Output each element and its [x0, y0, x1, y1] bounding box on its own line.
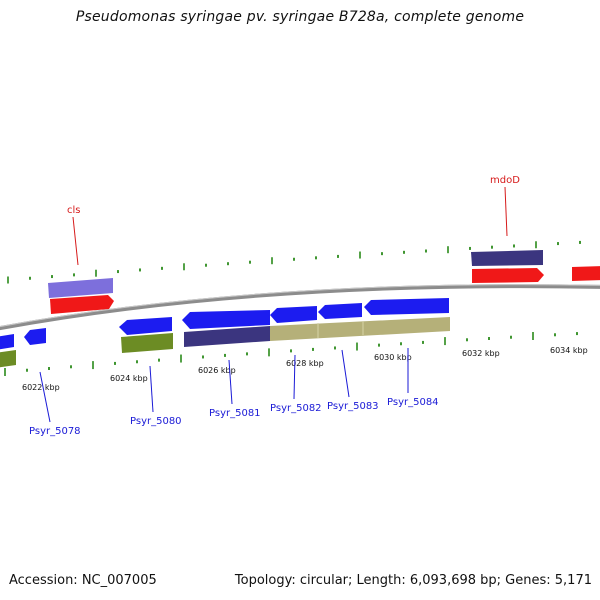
gene-label-mdoD[interactable]: mdoD: [490, 175, 520, 186]
gene-psyr5083-arrow[interactable]: [318, 303, 362, 319]
gene-psyr5082-arrow[interactable]: [270, 306, 317, 323]
gene-label-psyr5080[interactable]: Psyr_5080: [130, 416, 182, 427]
leader-cls: [72, 216, 79, 266]
gene-psyr5084-arrow[interactable]: [364, 298, 449, 315]
gene-olive-psyr5080[interactable]: [121, 333, 173, 353]
leader-psyr5078: [39, 371, 51, 423]
gene-label-psyr5083[interactable]: Psyr_5083: [327, 401, 379, 412]
gene-psyr5080-arrow[interactable]: [119, 317, 172, 335]
scale-label-6026: 6026 kbp: [198, 366, 236, 375]
gene-red-partial[interactable]: [572, 266, 600, 281]
genome-summary: Topology: circular; Length: 6,093,698 bp…: [234, 573, 592, 588]
scale-label-6028: 6028 kbp: [286, 359, 324, 368]
gene-psyr5078-arrow[interactable]: [24, 328, 46, 345]
gene-mdoD-arrow[interactable]: [472, 268, 544, 283]
leader-psyr5080: [149, 365, 154, 413]
gene-label-psyr5078[interactable]: Psyr_5078: [29, 426, 81, 437]
scale-label-6022: 6022 kbp: [22, 383, 60, 392]
genome-backbone: [0, 284, 600, 331]
leader-psyr5083: [341, 349, 350, 398]
accession-label: Accession: NC_007005: [9, 573, 157, 588]
gene-navy-psyr5081[interactable]: [184, 326, 270, 347]
gene-blue-partial-left[interactable]: [0, 334, 14, 350]
scale-label-6030: 6030 kbp: [374, 353, 412, 362]
scale-label-6034: 6034 kbp: [550, 346, 588, 355]
leader-psyr5082: [293, 354, 296, 400]
gene-psyr5081-arrow[interactable]: [182, 310, 270, 329]
gene-cls-arrow[interactable]: [50, 295, 114, 314]
leader-mdoD: [504, 186, 508, 237]
outer-tick-row: [7, 240, 581, 284]
gene-label-psyr5084[interactable]: Psyr_5084: [387, 397, 439, 408]
gene-label-cls[interactable]: cls: [67, 205, 81, 216]
inner-tick-row: [4, 331, 578, 376]
scale-label-6032: 6032 kbp: [462, 349, 500, 358]
gene-olive-partial-left[interactable]: [0, 350, 16, 368]
gene-purple-forward[interactable]: [48, 278, 113, 298]
gene-label-psyr5081[interactable]: Psyr_5081: [209, 408, 261, 419]
gene-navy-forward[interactable]: [471, 250, 543, 266]
gene-khaki-band[interactable]: [270, 317, 450, 341]
scale-label-6024: 6024 kbp: [110, 374, 148, 383]
leader-psyr5081: [228, 359, 233, 405]
map-title: Pseudomonas syringae pv. syringae B728a,…: [75, 9, 525, 25]
gene-label-psyr5082[interactable]: Psyr_5082: [270, 403, 322, 414]
